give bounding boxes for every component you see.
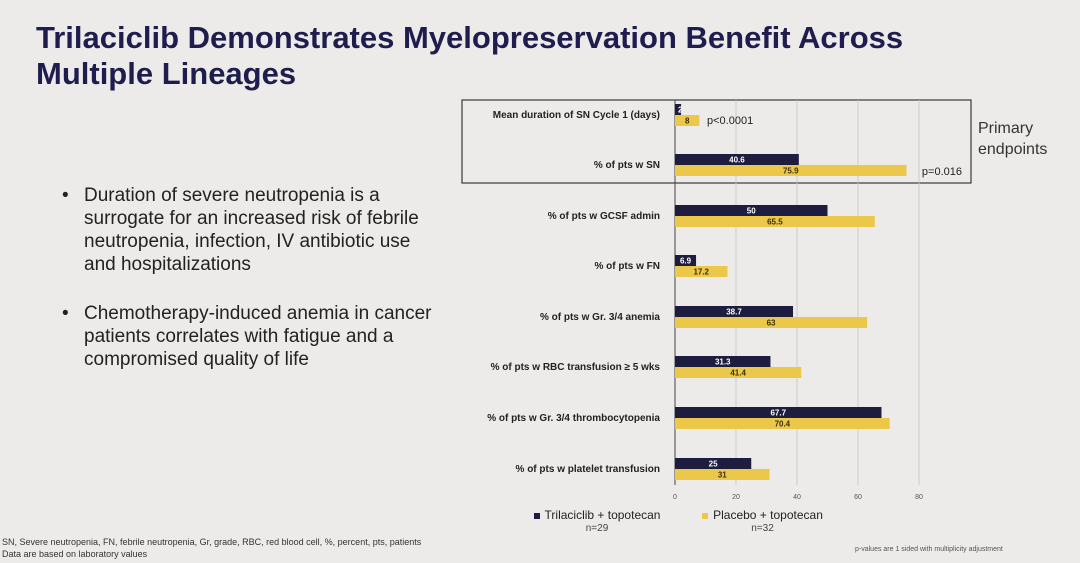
- x-tick-label: 20: [732, 494, 740, 501]
- data-label-placebo: 17.2: [693, 268, 709, 277]
- x-tick-label: 60: [854, 494, 862, 501]
- primary-label-line-1: Primary: [978, 120, 1034, 137]
- category-label: % of pts w Gr. 3/4 anemia: [540, 312, 660, 323]
- footnote: SN, Severe neutropenia, FN, febrile neut…: [2, 536, 421, 560]
- data-label-trilaciclib: 38.7: [726, 308, 742, 317]
- data-label-trilaciclib: 6.9: [680, 257, 692, 266]
- data-label-trilaciclib: 25: [709, 460, 718, 469]
- bar-placebo: [675, 367, 802, 378]
- category-label: % of pts w FN: [594, 261, 660, 272]
- category-label: % of pts w RBC transfusion ≥ 5 wks: [491, 362, 661, 373]
- category-label: % of pts w SN: [594, 160, 660, 171]
- bar-trilaciclib: [675, 154, 799, 165]
- p-value-label: p<0.0001: [707, 115, 753, 127]
- slide-title-line-1: Trilaciclib Demonstrates Myelopreservati…: [36, 20, 904, 55]
- bullet-item: • Chemotherapy-induced anemia in cancer …: [60, 302, 440, 371]
- slide-title-line-2: Multiple Lineages: [36, 56, 297, 91]
- data-label-trilaciclib: 40.6: [729, 156, 745, 165]
- bullet-symbol: •: [62, 303, 69, 324]
- legend-swatch-trilaciclib: [533, 512, 540, 519]
- bullet-symbol: •: [62, 185, 69, 206]
- x-tick-label: 0: [673, 494, 677, 501]
- legend-label-placebo: Placebo + topotecan: [713, 508, 823, 522]
- primary-endpoints-box: [461, 99, 972, 184]
- primary-label-line-2: endpoints: [978, 141, 1048, 158]
- category-label: Mean duration of SN Cycle 1 (days): [493, 110, 660, 121]
- legend-label-trilaciclib: Trilaciclib + topotecan: [544, 508, 661, 522]
- data-label-placebo: 70.4: [775, 420, 791, 429]
- bar-trilaciclib: [675, 104, 682, 115]
- legend-swatch-placebo: [702, 512, 709, 519]
- category-label: % of pts w GCSF admin: [548, 211, 660, 222]
- bullet-text: Chemotherapy-induced anemia in cancer pa…: [84, 303, 432, 370]
- bar-trilaciclib: [675, 205, 828, 216]
- data-label-trilaciclib: 31.3: [715, 358, 731, 367]
- bullet-item: • Duration of severe neutropenia is a su…: [60, 184, 440, 276]
- bar-placebo: [675, 317, 868, 328]
- data-label-trilaciclib: 50: [747, 207, 756, 216]
- slide-title: Trilaciclib Demonstrates Myelopreservati…: [36, 20, 976, 92]
- bar-trilaciclib: [675, 356, 771, 367]
- legend-n-placebo: n=32: [751, 523, 774, 534]
- category-label: % of pts w platelet transfusion: [516, 464, 660, 475]
- bar-trilaciclib: [675, 306, 794, 317]
- bar-trilaciclib: [675, 255, 697, 266]
- primary-endpoints-label: Primary endpoints: [978, 118, 1047, 160]
- pvalue-note: p-values are 1 sided with multiplicity a…: [855, 546, 1003, 553]
- p-value-label: p=0.016: [922, 166, 962, 178]
- legend-n-trilaciclib: n=29: [585, 523, 609, 534]
- data-label-placebo: 31: [718, 471, 727, 480]
- bar-trilaciclib: [675, 407, 882, 418]
- data-label-trilaciclib: 67.7: [770, 409, 786, 418]
- footnote-line-1: SN, Severe neutropenia, FN, febrile neut…: [2, 537, 422, 547]
- data-label-placebo: 8: [685, 117, 690, 126]
- bar-placebo: [675, 266, 728, 277]
- bullet-list: • Duration of severe neutropenia is a su…: [60, 184, 440, 397]
- legend-item-trilaciclib: Trilaciclib + topotecan n=29: [532, 508, 662, 534]
- category-label: % of pts w Gr. 3/4 thrombocytopenia: [487, 413, 660, 424]
- bar-trilaciclib: [675, 458, 752, 469]
- x-tick-label: 40: [793, 494, 801, 501]
- bar-placebo: [675, 216, 875, 227]
- bar-placebo: [675, 469, 770, 480]
- data-label-placebo: 63: [767, 319, 776, 328]
- data-label-placebo: 41.4: [730, 369, 746, 378]
- data-label-trilaciclib: 2: [678, 106, 683, 115]
- bar-placebo: [675, 115, 700, 126]
- bar-placebo: [675, 165, 907, 176]
- data-label-placebo: 75.9: [783, 167, 799, 176]
- x-tick-label: 80: [915, 494, 923, 501]
- footnote-line-2: Data are based on laboratory values: [2, 549, 148, 559]
- legend-item-placebo: Placebo + topotecan n=32: [700, 508, 825, 534]
- bar-placebo: [675, 418, 890, 429]
- bullet-text: Duration of severe neutropenia is a surr…: [84, 185, 419, 275]
- data-label-placebo: 65.5: [767, 218, 783, 227]
